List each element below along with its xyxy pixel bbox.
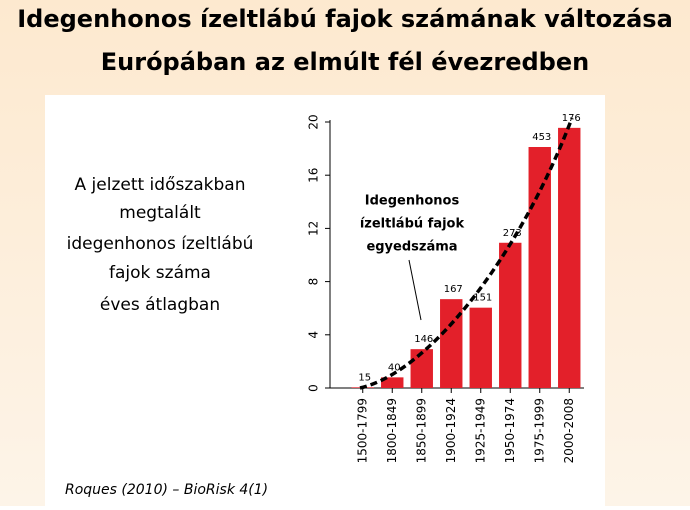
chart: 0 4 8 12 16 20 1500-1799 15 1800-1849 40 1850-1899…: [307, 113, 584, 463]
count-label: 453: [532, 132, 551, 143]
x-tick-label: 1800-1849: [385, 398, 399, 463]
y-tick-label: 16: [307, 168, 321, 183]
count-label: 151: [473, 293, 492, 304]
title-line: Európában az elmúlt fél évezredben: [101, 48, 589, 76]
bar: [410, 349, 433, 388]
x-tick-label: 1900-1924: [444, 398, 458, 463]
side-text: fajok száma: [109, 263, 211, 283]
bar: [469, 307, 492, 388]
y-tick-label: 20: [307, 114, 321, 129]
y-tick-label: 0: [307, 384, 321, 392]
side-text: éves átlagban: [100, 295, 220, 315]
annotation: Idegenhonos: [365, 194, 460, 209]
x-tick-label: 1850-1899: [414, 398, 428, 463]
count-label: 40: [388, 362, 401, 373]
y-tick-label: 12: [307, 221, 321, 236]
count-label: 273: [503, 228, 522, 239]
count-label: 167: [444, 284, 463, 295]
y-tick-label: 4: [307, 331, 321, 339]
annotation-pointer: [408, 259, 422, 321]
source: Roques (2010) – BioRisk 4(1): [65, 482, 268, 498]
side-text: megtalált: [119, 203, 201, 223]
bar: [528, 147, 551, 388]
x-tick-label: 1500-1799: [355, 398, 369, 463]
x-tick-label: 1950-1974: [503, 398, 517, 463]
bar: [381, 377, 404, 388]
bar: [440, 299, 463, 388]
count-label: 15: [358, 372, 371, 383]
bar: [558, 127, 581, 389]
y-tick-label: 8: [307, 278, 321, 286]
annotation: egyedszáma: [366, 240, 457, 255]
annotation: ízeltlábú fajok: [360, 217, 465, 232]
x-tick-label: 1975-1999: [532, 398, 546, 463]
x-tick-label: 1925-1949: [473, 398, 487, 463]
x-tick-label: 2000-2008: [562, 398, 576, 463]
title-line: Idegenhonos ízeltlábú fajok számának vál…: [17, 5, 673, 33]
count-label: 146: [414, 334, 433, 345]
bar: [499, 242, 522, 388]
side-text: A jelzett időszakban: [75, 175, 246, 195]
side-text: idegenhonos ízeltlábú: [67, 234, 254, 254]
trend-curve: [359, 117, 574, 390]
